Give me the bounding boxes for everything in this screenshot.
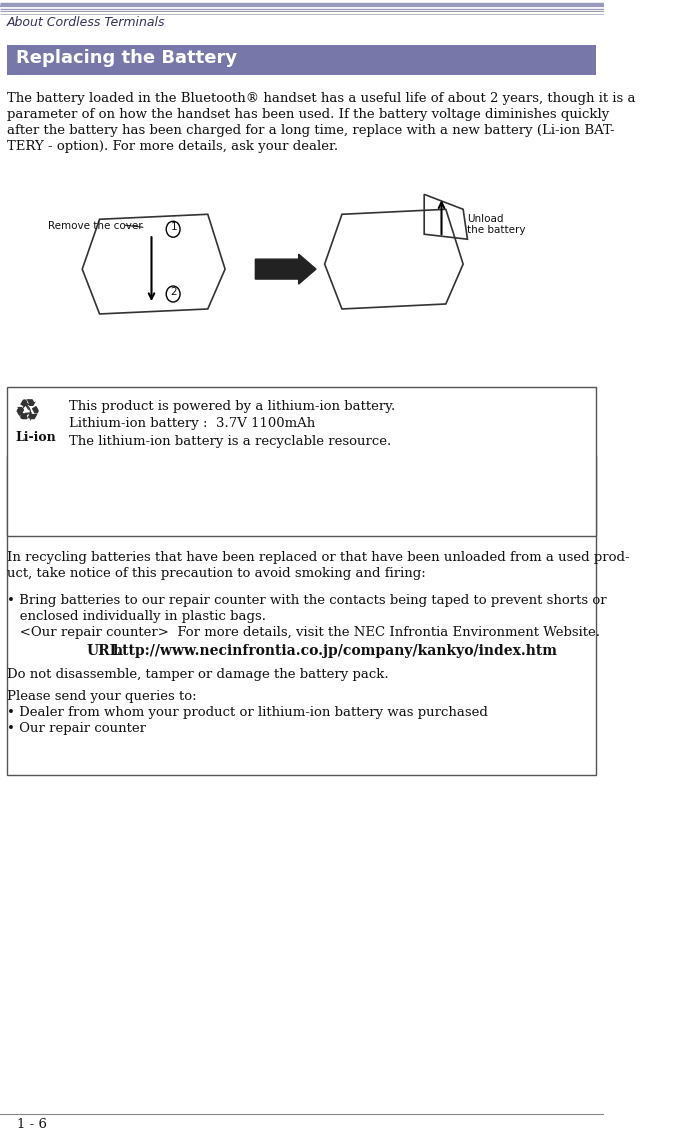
FancyArrowPatch shape — [258, 262, 302, 276]
Text: • Our repair counter: • Our repair counter — [7, 721, 146, 735]
FancyBboxPatch shape — [7, 45, 595, 75]
Text: Li-ion: Li-ion — [15, 431, 57, 443]
Text: uct, take notice of this precaution to avoid smoking and firing:: uct, take notice of this precaution to a… — [7, 567, 426, 581]
Text: Lithium-ion battery :  3.7V 1100mAh: Lithium-ion battery : 3.7V 1100mAh — [69, 416, 315, 430]
FancyBboxPatch shape — [7, 387, 595, 536]
Text: 1 - 6: 1 - 6 — [17, 1118, 47, 1132]
Text: after the battery has been charged for a long time, replace with a new battery (: after the battery has been charged for a… — [7, 124, 614, 136]
Text: In recycling batteries that have been replaced or that have been unloaded from a: In recycling batteries that have been re… — [7, 551, 630, 565]
Text: parameter of on how the handset has been used. If the battery voltage diminishes: parameter of on how the handset has been… — [7, 108, 609, 120]
Text: Unload: Unload — [468, 214, 504, 225]
Text: Replacing the Battery: Replacing the Battery — [15, 49, 237, 67]
Text: The battery loaded in the Bluetooth® handset has a useful life of about 2 years,: The battery loaded in the Bluetooth® han… — [7, 92, 635, 104]
Text: • Bring batteries to our repair counter with the contacts being taped to prevent: • Bring batteries to our repair counter … — [7, 594, 607, 607]
Polygon shape — [255, 254, 316, 284]
Text: http://www.necinfrontia.co.jp/company/kankyo/index.htm: http://www.necinfrontia.co.jp/company/ka… — [112, 644, 558, 658]
Text: <Our repair counter>  For more details, visit the NEC Infrontia Environment Webs: <Our repair counter> For more details, v… — [7, 626, 600, 638]
Text: Remove the cover: Remove the cover — [47, 221, 142, 231]
Text: The lithium-ion battery is a recyclable resource.: The lithium-ion battery is a recyclable … — [69, 434, 392, 448]
Text: URL: URL — [87, 644, 120, 658]
Text: ♻: ♻ — [13, 398, 40, 426]
Text: Do not disassemble, tamper or damage the battery pack.: Do not disassemble, tamper or damage the… — [7, 668, 389, 680]
Text: enclosed individually in plastic bags.: enclosed individually in plastic bags. — [7, 610, 266, 623]
FancyBboxPatch shape — [7, 457, 595, 776]
Text: This product is powered by a lithium-ion battery.: This product is powered by a lithium-ion… — [69, 399, 396, 413]
Text: 2: 2 — [170, 287, 177, 297]
Text: the battery: the battery — [468, 226, 526, 235]
Text: Please send your queries to:: Please send your queries to: — [7, 689, 197, 703]
Text: 1: 1 — [170, 222, 177, 232]
Text: About Cordless Terminals: About Cordless Terminals — [7, 16, 165, 29]
Text: • Dealer from whom your product or lithium-ion battery was purchased: • Dealer from whom your product or lithi… — [7, 705, 488, 719]
Text: TERY - option). For more details, ask your dealer.: TERY - option). For more details, ask yo… — [7, 139, 338, 153]
